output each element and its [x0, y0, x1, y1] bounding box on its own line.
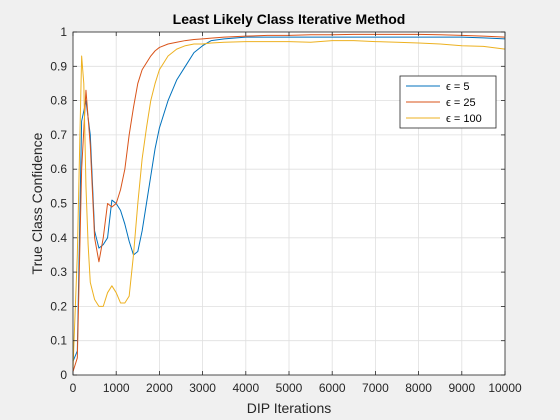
series-lines — [72, 33, 506, 372]
x-tick-label: 1000 — [103, 381, 130, 395]
x-tick-label: 3000 — [189, 381, 216, 395]
y-tick-labels: 0 0.1 0.2 0.3 0.4 0.5 0.6 0.7 0.8 0.9 1 — [50, 25, 67, 382]
y-tick-label: 0.5 — [50, 197, 67, 211]
x-tick-label: 7000 — [362, 381, 389, 395]
x-axis-label: DIP Iterations — [247, 400, 332, 416]
y-tick-label: 0.1 — [50, 334, 67, 348]
x-tick-label: 10000 — [488, 381, 522, 395]
y-tick-label: 0 — [60, 368, 67, 382]
y-tick-label: 0.4 — [50, 231, 67, 245]
y-tick-label: 0.8 — [50, 94, 67, 108]
legend: ϵ = 5 ϵ = 25 ϵ = 100 — [399, 75, 497, 129]
y-tick-label: 0.9 — [50, 59, 67, 73]
x-tick-label: 0 — [70, 381, 77, 395]
y-tick-label: 1 — [60, 25, 67, 39]
legend-label: ϵ = 5 — [446, 81, 470, 93]
series-line-1 — [72, 33, 506, 372]
y-tick-label: 0.6 — [50, 162, 67, 176]
y-axis-label: True Class Confidence — [29, 132, 45, 274]
y-tick-label: 0.7 — [50, 128, 67, 142]
x-tick-label: 5000 — [276, 381, 303, 395]
chart-title: Least Likely Class Iterative Method — [173, 11, 406, 27]
x-tick-label: 2000 — [146, 381, 173, 395]
x-tick-label: 9000 — [448, 381, 475, 395]
series-line-2 — [72, 40, 506, 369]
tick-marks — [72, 31, 506, 376]
x-tick-label: 4000 — [232, 381, 259, 395]
x-tick-label: 8000 — [405, 381, 432, 395]
y-tick-label: 0.3 — [50, 265, 67, 279]
y-tick-label: 0.2 — [50, 299, 67, 313]
legend-label: ϵ = 100 — [446, 113, 482, 125]
x-tick-labels: 0 1000 2000 3000 4000 5000 6000 7000 8000 9000 100… — [70, 381, 522, 395]
x-tick-label: 6000 — [319, 381, 346, 395]
legend-label: ϵ = 25 — [446, 97, 476, 109]
